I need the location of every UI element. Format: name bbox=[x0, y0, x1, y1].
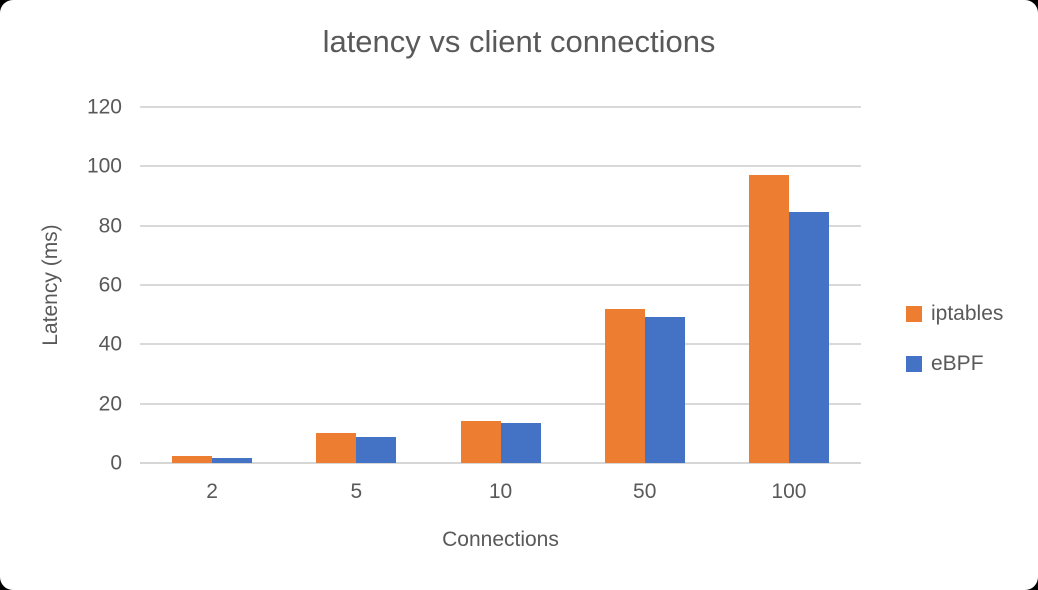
x-tick-label-100: 100 bbox=[771, 480, 807, 503]
legend-label-eBPF: eBPF bbox=[931, 352, 984, 375]
legend-swatch-icon bbox=[906, 305, 922, 322]
y-tick-label-120: 120 bbox=[86, 95, 122, 119]
x-tick-label-10: 10 bbox=[488, 480, 513, 503]
bar-iptables-5 bbox=[316, 433, 357, 463]
gridline-y-40 bbox=[140, 343, 861, 346]
bar-eBPF-10 bbox=[500, 423, 541, 463]
bar-group-10 bbox=[428, 107, 572, 463]
x-tick-label-2: 2 bbox=[206, 480, 218, 503]
gridline-y-100 bbox=[140, 165, 861, 168]
legend-item-eBPF: eBPF bbox=[906, 353, 1003, 374]
x-tick-label-5: 5 bbox=[350, 480, 363, 503]
bar-eBPF-50 bbox=[644, 316, 685, 463]
y-tick-label-40: 40 bbox=[98, 332, 122, 356]
bar-group-2 bbox=[140, 107, 284, 463]
gridline-y-20 bbox=[140, 402, 861, 405]
x-axis-tick-labels: 2 5 10 50 100 bbox=[140, 463, 861, 502]
y-axis-tick-labels: 0 20 40 60 80 100 120 bbox=[0, 97, 122, 474]
bar-iptables-50 bbox=[604, 308, 645, 463]
bar-eBPF-100 bbox=[788, 212, 829, 463]
bar-iptables-100 bbox=[748, 175, 789, 463]
bar-groups bbox=[140, 107, 861, 463]
bar-iptables-10 bbox=[460, 421, 501, 463]
x-axis-title: Connections bbox=[442, 528, 559, 551]
plot-area bbox=[140, 106, 861, 464]
gridline-y-0 bbox=[140, 462, 861, 464]
bar-eBPF-5 bbox=[356, 437, 397, 463]
gridline-y-60 bbox=[140, 284, 861, 286]
x-tick-label-50: 50 bbox=[633, 480, 657, 503]
bar-group-5 bbox=[284, 107, 428, 463]
y-tick-label-20: 20 bbox=[98, 392, 122, 416]
gridline-y-80 bbox=[140, 224, 861, 227]
legend-item-iptables: iptables bbox=[906, 303, 1003, 324]
legend-label-iptables: iptables bbox=[931, 302, 1004, 325]
y-tick-label-60: 60 bbox=[98, 273, 122, 297]
bar-group-50 bbox=[573, 107, 717, 463]
bar-eBPF-2 bbox=[212, 457, 253, 463]
gridline-y-120 bbox=[140, 106, 861, 108]
legend: iptables eBPF bbox=[906, 303, 1003, 374]
y-tick-label-80: 80 bbox=[98, 214, 122, 238]
y-tick-label-0: 0 bbox=[110, 451, 122, 475]
bar-group-100 bbox=[717, 107, 861, 463]
y-tick-label-100: 100 bbox=[86, 154, 122, 178]
legend-swatch-icon bbox=[906, 355, 922, 372]
bar-iptables-2 bbox=[172, 456, 213, 463]
chart-title: latency vs client connections bbox=[322, 24, 716, 59]
